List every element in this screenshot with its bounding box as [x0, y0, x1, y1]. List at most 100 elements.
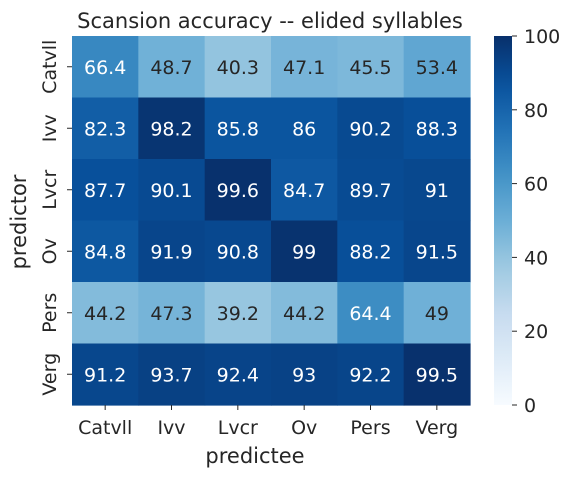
cell-value-label: 89.7	[349, 180, 391, 202]
heatmap-cell	[403, 97, 471, 160]
colorbar-tick-label: 60	[524, 174, 548, 196]
cell-value-label: 91	[425, 180, 449, 202]
cell-value-label: 88.2	[349, 241, 391, 263]
cell-value-label: 44.2	[84, 303, 126, 325]
x-tick-label: Pers	[350, 417, 390, 439]
x-tick-label: Ivv	[157, 417, 185, 439]
heatmap-cell	[403, 220, 471, 283]
heatmap-cell	[271, 220, 338, 283]
cell-value-label: 90.8	[217, 241, 259, 263]
cell-value-label: 48.7	[150, 57, 192, 79]
heatmap-cell	[72, 36, 139, 99]
heatmap-cell	[204, 36, 272, 99]
x-axis-ticks: Catvll Ivv Lvcr Ov Pers Verg	[78, 405, 458, 439]
cell-value-label: 47.3	[150, 303, 192, 325]
heatmap-cell-labels: 66.4 48.7 40.3 47.1 45.5 53.4 82.3 98.2 85.8 86 90…	[84, 57, 458, 387]
cell-value-label: 88.3	[416, 118, 458, 140]
y-tick-label: Verg	[39, 353, 61, 396]
y-axis-ticks: Catvll Ivv Lvcr Ov Pers Verg	[39, 40, 72, 396]
heatmap-cell	[204, 220, 272, 283]
cell-value-label: 91.9	[150, 241, 192, 263]
heatmap-cell	[337, 97, 405, 160]
cell-value-label: 86	[292, 118, 316, 140]
cell-value-label: 99.6	[217, 180, 259, 202]
y-tick-label: Ov	[39, 238, 61, 264]
cell-value-label: 53.4	[416, 57, 458, 79]
heatmap-cell	[72, 159, 139, 222]
y-tick-label: Pers	[39, 293, 61, 333]
heatmap-cell	[403, 343, 471, 406]
colorbar-tick-label: 40	[524, 247, 548, 269]
heatmap-cell	[403, 36, 471, 99]
colorbar-ticks: 0 20 40 60 80 100	[512, 26, 560, 417]
heatmap-cell	[403, 159, 471, 222]
cell-value-label: 90.2	[349, 118, 391, 140]
cell-value-label: 87.7	[84, 180, 126, 202]
heatmap-cell	[138, 220, 206, 283]
cell-value-label: 39.2	[217, 303, 259, 325]
heatmap-cell	[72, 220, 139, 283]
x-tick-label: Ov	[291, 417, 317, 439]
cell-value-label: 93.7	[150, 364, 192, 386]
cell-value-label: 40.3	[217, 57, 259, 79]
heatmap-cell	[337, 282, 405, 345]
colorbar-tick-label: 0	[524, 395, 536, 417]
heatmap-cell	[403, 282, 471, 345]
heatmap-cell	[138, 343, 206, 406]
cell-value-label: 64.4	[349, 303, 391, 325]
colorbar-tick-label: 20	[524, 321, 548, 343]
heatmap-cell	[138, 97, 206, 160]
y-axis-label: predictor	[7, 174, 31, 269]
y-tick-label: Lvcr	[39, 170, 61, 210]
cell-value-label: 82.3	[84, 118, 126, 140]
x-tick-label: Lvcr	[218, 417, 258, 439]
cell-value-label: 45.5	[349, 57, 391, 79]
cell-value-label: 93	[292, 364, 316, 386]
x-axis-label: predictee	[205, 444, 304, 468]
heatmap-cell	[271, 282, 338, 345]
y-tick-label: Ivv	[39, 114, 61, 142]
heatmap-cell	[204, 343, 272, 406]
heatmap-cell	[271, 159, 338, 222]
cell-value-label: 92.2	[349, 364, 391, 386]
colorbar-tick-label: 80	[524, 100, 548, 122]
heatmap-cell	[337, 343, 405, 406]
heatmap-cell	[138, 282, 206, 345]
cell-value-label: 44.2	[283, 303, 325, 325]
x-tick-label: Verg	[415, 417, 458, 439]
heatmap-cell	[204, 159, 272, 222]
heatmap-cell	[204, 97, 272, 160]
colorbar	[494, 36, 512, 405]
y-tick-label: Catvll	[39, 40, 61, 94]
heatmap-cell	[204, 282, 272, 345]
cell-value-label: 85.8	[217, 118, 259, 140]
cell-value-label: 98.2	[150, 118, 192, 140]
cell-value-label: 91.2	[84, 364, 126, 386]
cell-value-label: 90.1	[150, 180, 192, 202]
heatmap-cell	[138, 159, 206, 222]
cell-value-label: 84.7	[283, 180, 325, 202]
cell-value-label: 99.5	[416, 364, 458, 386]
colorbar-tick-label: 100	[524, 26, 560, 48]
heatmap-cell	[271, 97, 338, 160]
chart-title: Scansion accuracy -- elided syllables	[77, 9, 463, 33]
heatmap-cell	[72, 282, 139, 345]
x-tick-label: Catvll	[78, 417, 132, 439]
heatmap-cells	[72, 36, 471, 406]
heatmap-cell	[337, 220, 405, 283]
cell-value-label: 99	[292, 241, 316, 263]
heatmap-cell	[337, 36, 405, 99]
cell-value-label: 84.8	[84, 241, 126, 263]
heatmap-cell	[72, 97, 139, 160]
cell-value-label: 66.4	[84, 57, 126, 79]
heatmap-cell	[271, 343, 338, 406]
heatmap-cell	[72, 343, 139, 406]
cell-value-label: 92.4	[217, 364, 259, 386]
heatmap-cell	[271, 36, 338, 99]
heatmap-cell	[138, 36, 206, 99]
heatmap-cell	[337, 159, 405, 222]
cell-value-label: 47.1	[283, 57, 325, 79]
cell-value-label: 91.5	[416, 241, 458, 263]
cell-value-label: 49	[425, 303, 449, 325]
